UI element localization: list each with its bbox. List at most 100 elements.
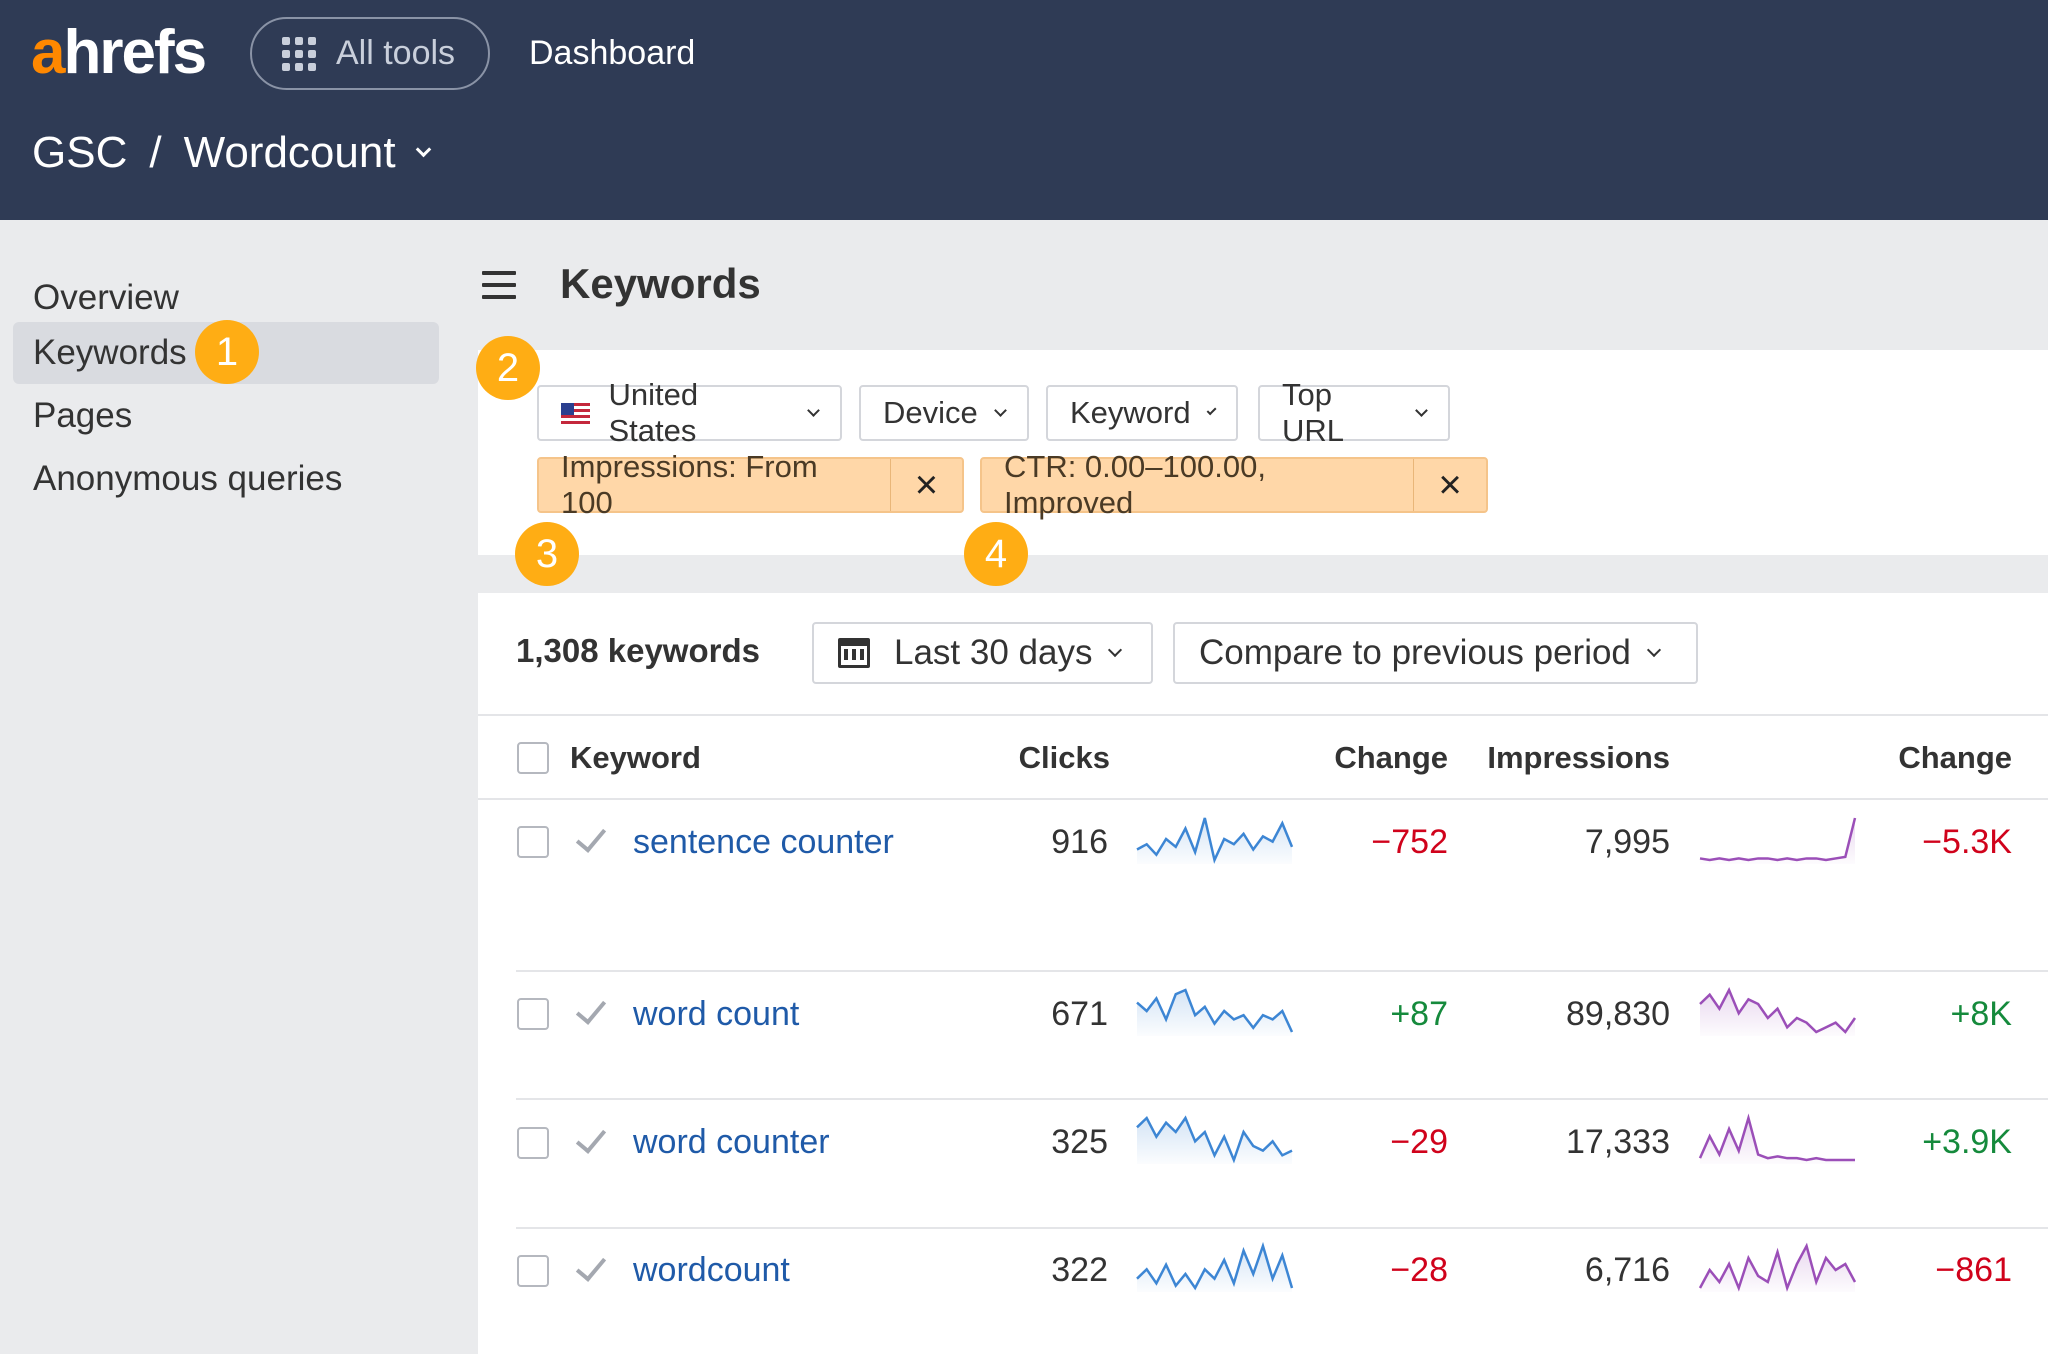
sidebar-item-label: Anonymous queries [33, 459, 343, 498]
sparkline-line [1698, 1242, 1857, 1292]
calendar-icon [838, 638, 870, 668]
row-divider [516, 1227, 2048, 1229]
impressions-value: 89,830 [1566, 995, 1670, 1033]
clicks-change-value: −752 [1371, 823, 1448, 861]
keyword-count: 1,308 keywords [516, 632, 760, 669]
column-header-keyword[interactable]: Keyword [570, 740, 701, 775]
chevron-down-icon [993, 403, 1007, 417]
sparkline-line [1699, 987, 1857, 1034]
impressions-value: 17,333 [1566, 1123, 1670, 1161]
country-label: United States [608, 377, 699, 448]
sparkline-area [1137, 1246, 1292, 1292]
compare-period-dropdown[interactable]: Compare to previous period [1173, 622, 1698, 684]
clicks-trend-sparkline [1136, 988, 1294, 1036]
top-url-dropdown[interactable]: Top URL [1258, 377, 1450, 448]
country-dropdown[interactable]: United States [537, 377, 842, 448]
sidebar-item-overview[interactable]: Overview [13, 267, 439, 329]
sparkline-line [1136, 1241, 1294, 1291]
column-header-impressions-change[interactable]: Change [1898, 740, 2012, 775]
clicks-change-value: −29 [1390, 1123, 1448, 1161]
page-title: Keywords [560, 260, 761, 307]
clicks-value: 325 [1051, 1123, 1108, 1161]
clicks-value: 916 [1051, 823, 1108, 861]
row-divider [516, 1098, 2048, 1100]
filter-chip-label[interactable]: Impressions: From 100 [539, 449, 891, 520]
column-header-impressions[interactable]: Impressions [1487, 740, 1670, 775]
section-divider [478, 555, 2048, 593]
clicks-value: 671 [1051, 995, 1108, 1033]
sparkline-area [1700, 1246, 1855, 1292]
breadcrumb-project[interactable]: GSC [32, 128, 128, 177]
impressions-filter-chip[interactable]: Impressions: From 100 × [537, 449, 964, 520]
chevron-down-icon [1415, 403, 1428, 417]
sparkline-area [1137, 990, 1292, 1036]
logo-accent-letter: a [31, 18, 66, 87]
top-url-label: Top URL [1282, 377, 1345, 448]
impressions-trend-sparkline [1698, 1242, 1857, 1292]
impressions-change-value: +3.9K [1922, 1123, 2012, 1161]
remove-filter-close-icon[interactable]: × [1438, 462, 1462, 507]
breadcrumb-site[interactable]: Wordcount [183, 128, 396, 177]
clicks-trend-sparkline [1136, 1115, 1293, 1164]
annotation-badge-1: 1 [195, 320, 259, 384]
sidebar-item-pages[interactable]: Pages [13, 385, 439, 447]
sparkline-area [1137, 818, 1292, 864]
ctr-filter-chip[interactable]: CTR: 0.00–100.00, Improved × [980, 449, 1488, 520]
chevron-down-icon [1206, 404, 1217, 416]
clicks-trend-sparkline [1136, 817, 1294, 864]
sparkline-area [1137, 1118, 1292, 1164]
clicks-trend-sparkline [1136, 1241, 1294, 1292]
sidebar: Overview Keywords Pages Anonymous querie… [0, 220, 478, 1354]
sparkline-area [1700, 990, 1855, 1036]
keyword-link[interactable]: word counter [633, 1123, 830, 1161]
menu-hamburger-icon[interactable] [482, 271, 516, 299]
logo-text: hrefs [63, 18, 207, 87]
filter-chip-label[interactable]: CTR: 0.00–100.00, Improved [982, 449, 1414, 520]
clicks-change-value: −28 [1390, 1251, 1448, 1289]
keyword-link[interactable]: sentence counter [633, 823, 894, 861]
sparkline-line [1136, 817, 1294, 864]
keyword-link[interactable]: word count [633, 995, 800, 1033]
filter-panel [478, 350, 2048, 555]
keyword-dropdown[interactable]: Keyword [1046, 385, 1238, 441]
impressions-change-value: +8K [1950, 995, 2012, 1033]
date-range-dropdown[interactable]: Last 30 days [812, 622, 1153, 684]
device-label: Device [883, 395, 978, 430]
column-header-clicks-change[interactable]: Change [1334, 740, 1448, 775]
column-header-clicks[interactable]: Clicks [1018, 740, 1110, 775]
row-checkbox[interactable] [517, 826, 549, 858]
chevron-down-icon [1108, 642, 1123, 658]
clicks-value: 322 [1051, 1251, 1108, 1289]
sparkline-area [1700, 818, 1855, 864]
ahrefs-logo[interactable]: ahrefs [31, 22, 207, 84]
annotation-badge-2: 2 [476, 336, 540, 400]
sidebar-item-label: Overview [33, 278, 179, 317]
impressions-value: 7,995 [1584, 823, 1670, 861]
dashboard-link[interactable]: Dashboard [529, 34, 696, 72]
chevron-down-icon [1646, 642, 1661, 658]
select-all-checkbox[interactable] [517, 742, 549, 774]
annotation-badge-4: 4 [964, 522, 1028, 586]
top-navigation-bar: ahrefs All tools Dashboard GSC / Wordcou… [0, 0, 2048, 220]
us-flag-icon [561, 402, 591, 424]
row-checkbox[interactable] [517, 998, 549, 1030]
clicks-change-value: +87 [1390, 995, 1448, 1033]
row-checkbox[interactable] [517, 1127, 549, 1159]
impressions-trend-sparkline [1699, 987, 1857, 1036]
breadcrumb: GSC / Wordcount [32, 128, 431, 178]
sparkline-line [1136, 1115, 1293, 1164]
remove-filter-close-icon[interactable]: × [914, 462, 939, 507]
row-checkbox[interactable] [517, 1255, 549, 1287]
date-range-label: Last 30 days [894, 633, 1093, 672]
annotation-badge-3: 3 [515, 522, 579, 586]
sidebar-item-anonymous-queries[interactable]: Anonymous queries [13, 448, 439, 510]
device-dropdown[interactable]: Device [859, 385, 1029, 441]
sparkline-line [1136, 988, 1294, 1033]
keyword-link[interactable]: wordcount [633, 1251, 790, 1289]
all-tools-button[interactable]: All tools [250, 17, 490, 90]
breadcrumb-separator: / [149, 128, 162, 177]
sparkline-line [1698, 1113, 1855, 1162]
site-switcher-chevron-down-icon[interactable] [415, 141, 431, 157]
compare-label: Compare to previous period [1199, 633, 1631, 672]
table-header-divider [478, 798, 2048, 800]
